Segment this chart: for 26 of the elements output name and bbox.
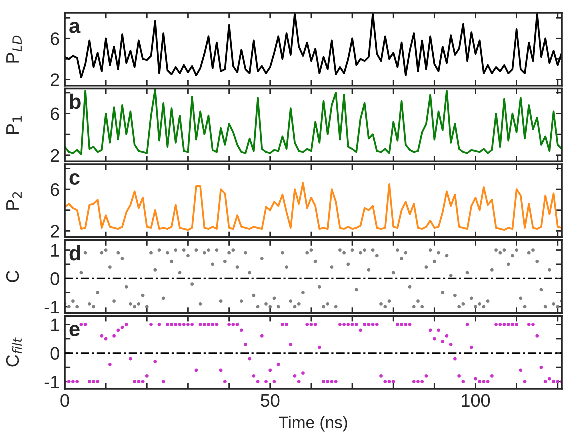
x-tick-label: 0 — [60, 394, 70, 408]
y-tick-label: -1 — [44, 301, 60, 314]
y-tick-label: 6 — [51, 183, 60, 196]
annotation: b — [70, 94, 81, 110]
y-tick-label: 2 — [51, 225, 60, 238]
annotation: e — [70, 325, 80, 337]
x-tick-label: 50 — [261, 394, 280, 408]
x-axis-title: Time (ns) — [279, 416, 348, 432]
x-tick-label: 100 — [462, 394, 490, 408]
y-axis-title: P$_{1}$ — [6, 116, 22, 134]
annotation: d — [70, 245, 80, 261]
annotation: c — [70, 174, 80, 185]
y-axis-title: P$_{2}$ — [6, 192, 22, 210]
y-tick-label: 6 — [51, 32, 60, 46]
y-axis-title: C — [6, 270, 20, 282]
y-tick-label: -1 — [44, 376, 60, 388]
y-tick-label: 2 — [51, 74, 60, 86]
y-tick-label: 0 — [50, 347, 60, 360]
y-axis-title: P$_{LD}$ — [6, 36, 22, 63]
y-tick-label: 6 — [51, 108, 60, 120]
y-tick-label: 2 — [51, 149, 60, 162]
y-tick-label: 0 — [50, 272, 60, 286]
y-tick-label: 1 — [51, 318, 60, 332]
annotation: a — [70, 22, 81, 34]
y-tick-label: 1 — [51, 244, 60, 257]
y-axis-title: C$_{filt}$ — [6, 338, 22, 367]
